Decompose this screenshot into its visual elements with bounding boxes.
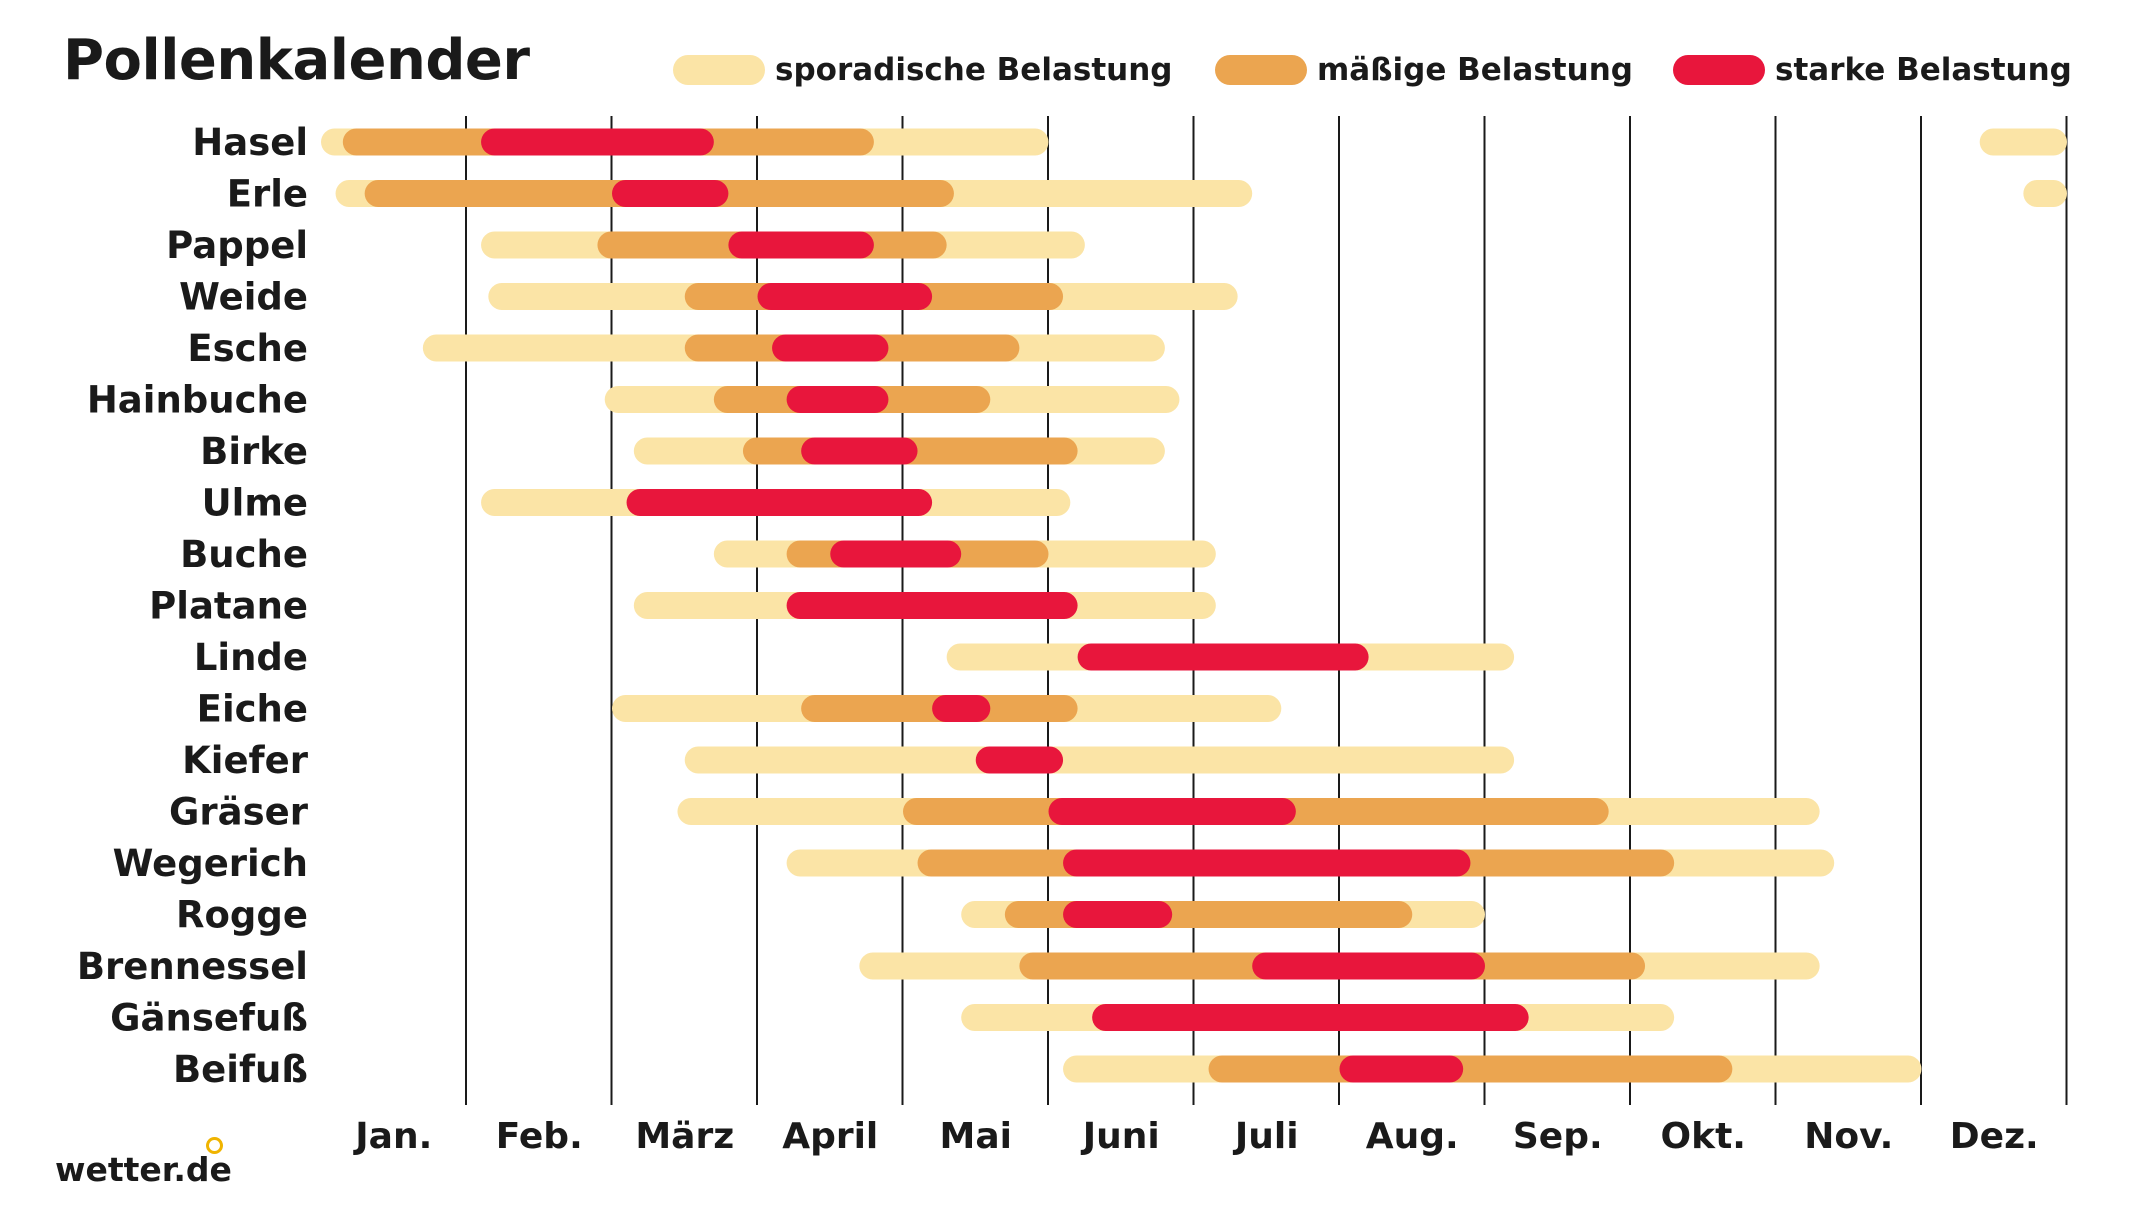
month-label-2: März bbox=[635, 1116, 734, 1157]
row-label-11: Eiche bbox=[197, 688, 308, 731]
bar-gänsefuß-h-0 bbox=[1092, 1004, 1529, 1031]
bar-beifuß-h-0 bbox=[1339, 1055, 1464, 1083]
bar-wegerich-h-0 bbox=[1063, 849, 1471, 877]
row-label-0: Hasel bbox=[192, 121, 308, 164]
month-label-9: Okt. bbox=[1661, 1116, 1746, 1157]
brand-logo-dot bbox=[206, 1137, 223, 1154]
bar-hasel-h-0 bbox=[481, 128, 714, 156]
month-label-10: Nov. bbox=[1804, 1116, 1893, 1157]
legend-swatch-strong bbox=[1673, 55, 1765, 85]
month-label-7: Aug. bbox=[1366, 1116, 1459, 1157]
row-label-13: Gräser bbox=[169, 791, 309, 834]
bar-buche-h-0 bbox=[830, 540, 962, 568]
bar-birke-h-0 bbox=[801, 437, 918, 465]
month-label-1: Feb. bbox=[496, 1116, 583, 1157]
month-label-8: Sep. bbox=[1513, 1116, 1603, 1157]
month-label-6: Juli bbox=[1232, 1116, 1299, 1157]
row-label-2: Pappel bbox=[166, 224, 308, 267]
month-label-4: Mai bbox=[940, 1116, 1012, 1157]
month-label-3: April bbox=[782, 1116, 878, 1157]
bar-eiche-h-0 bbox=[932, 695, 991, 722]
row-label-9: Platane bbox=[149, 585, 308, 628]
row-label-14: Wegerich bbox=[113, 842, 308, 885]
bar-pappel-h-0 bbox=[728, 231, 874, 259]
legend-item-moderate: mäßige Belastung bbox=[1215, 50, 1633, 90]
row-label-4: Esche bbox=[187, 327, 308, 370]
month-label-0: Jan. bbox=[352, 1116, 432, 1157]
month-label-5: Juni bbox=[1080, 1116, 1160, 1157]
bar-linde-h-0 bbox=[1077, 643, 1369, 671]
legend-label-strong: starke Belastung bbox=[1775, 52, 2072, 88]
row-label-16: Brennessel bbox=[77, 945, 308, 988]
bar-ulme-h-0 bbox=[626, 489, 933, 516]
legend-label-sporadic: sporadische Belastung bbox=[775, 52, 1173, 88]
bar-erle-h-0 bbox=[612, 180, 729, 207]
row-label-15: Rogge bbox=[176, 894, 308, 937]
bar-kiefer-h-0 bbox=[975, 746, 1064, 774]
chart-title: Pollenkalender bbox=[63, 28, 530, 93]
row-label-5: Hainbuche bbox=[87, 379, 308, 422]
row-label-6: Birke bbox=[200, 430, 308, 473]
bar-hasel-s-1 bbox=[1979, 128, 2067, 156]
bar-hainbuche-h-0 bbox=[786, 386, 889, 413]
row-label-12: Kiefer bbox=[182, 739, 309, 782]
bar-gräser-h-0 bbox=[1048, 798, 1296, 825]
legend-swatch-moderate bbox=[1215, 55, 1307, 85]
brand-logo: wetter.de bbox=[55, 1150, 232, 1189]
row-label-1: Erle bbox=[227, 173, 308, 216]
row-label-3: Weide bbox=[179, 276, 308, 319]
legend-label-moderate: mäßige Belastung bbox=[1317, 52, 1633, 88]
row-label-10: Linde bbox=[194, 636, 308, 679]
row-label-8: Buche bbox=[180, 533, 308, 576]
legend-item-sporadic: sporadische Belastung bbox=[673, 50, 1172, 90]
bar-platane-h-0 bbox=[786, 592, 1078, 619]
row-label-17: Gänsefuß bbox=[110, 997, 308, 1040]
bar-weide-h-0 bbox=[757, 283, 933, 310]
bar-kiefer-s-0 bbox=[684, 746, 1515, 774]
row-label-7: Ulme bbox=[202, 482, 308, 525]
bar-esche-h-0 bbox=[772, 334, 889, 362]
bar-rogge-h-0 bbox=[1063, 901, 1173, 928]
row-label-18: Beifuß bbox=[173, 1048, 308, 1091]
bar-beifuß-m-0 bbox=[1208, 1055, 1733, 1083]
month-label-11: Dez. bbox=[1950, 1116, 2039, 1157]
bar-brennessel-h-0 bbox=[1252, 952, 1485, 980]
legend-swatch-sporadic bbox=[673, 55, 765, 85]
bar-erle-s-1 bbox=[2023, 180, 2067, 207]
legend-item-strong: starke Belastung bbox=[1673, 50, 2072, 90]
